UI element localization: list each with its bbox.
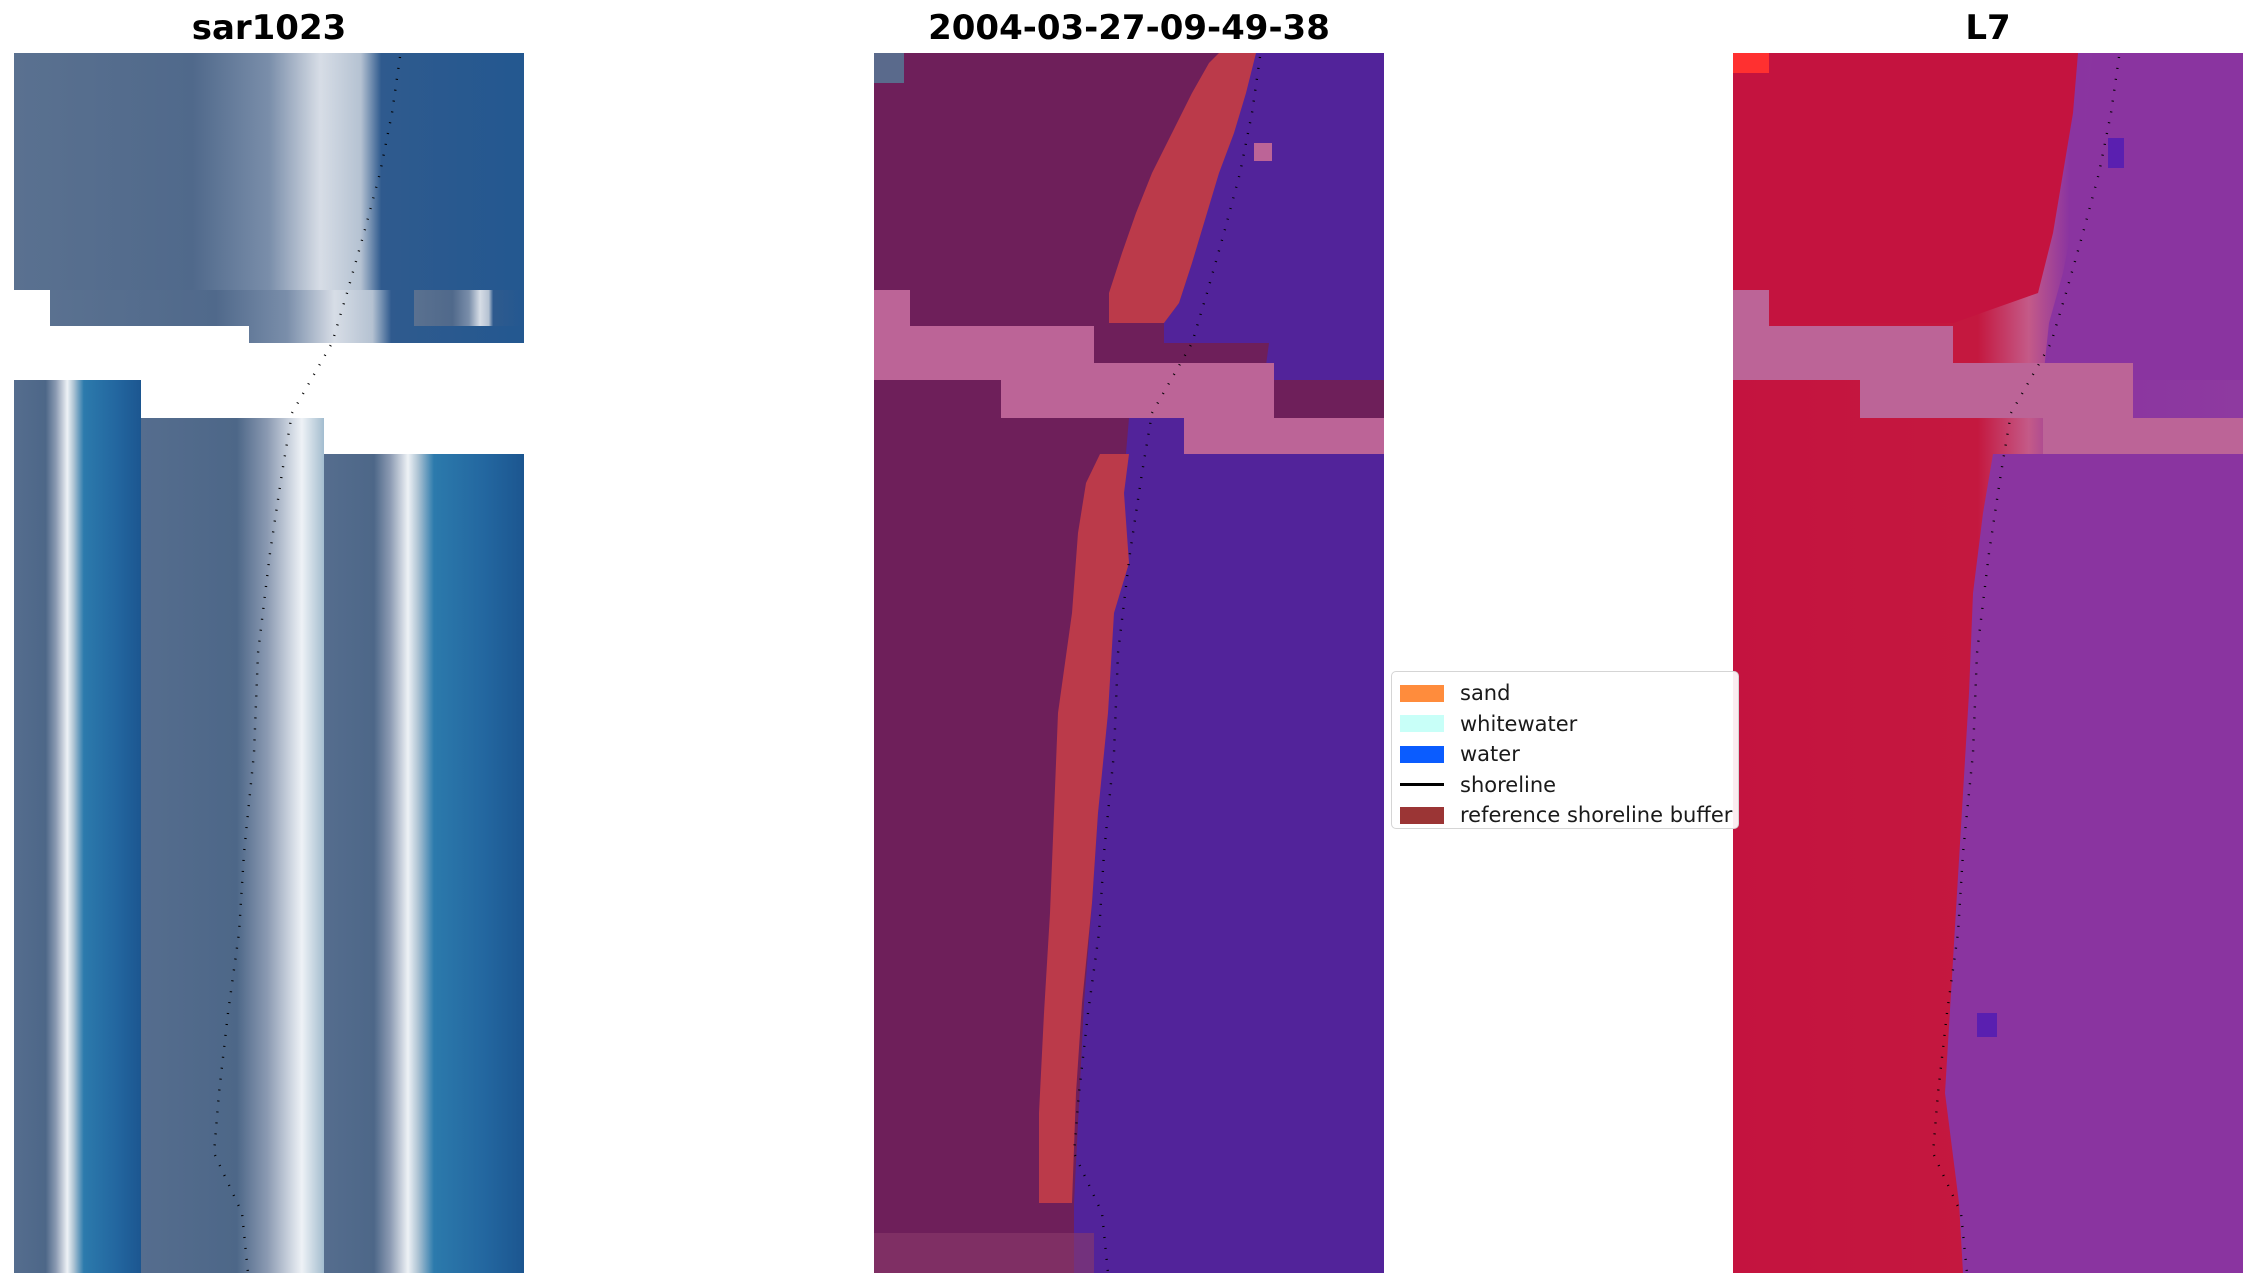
index-panel — [1733, 53, 2243, 1273]
legend-item-shoreline: shoreline — [1400, 770, 1730, 801]
legend-swatch-buffer — [1400, 806, 1444, 824]
legend-label-water: water — [1460, 742, 1520, 767]
classification-panel — [874, 53, 1384, 1273]
legend-item-buffer: reference shoreline buffer — [1400, 800, 1733, 831]
legend-item-water: water — [1400, 739, 1730, 770]
legend-item-whitewater: whitewater — [1400, 709, 1730, 740]
classification-image — [874, 53, 1384, 1273]
legend-label-buffer: reference shoreline buffer — [1460, 803, 1733, 828]
index-image — [1733, 53, 2243, 1273]
legend-line-shoreline — [1400, 783, 1444, 787]
rgb-image-panel — [14, 53, 524, 1273]
legend: sand whitewater water shoreline referenc… — [1391, 671, 1739, 829]
legend-swatch-sand — [1400, 684, 1444, 702]
rgb-image — [14, 53, 524, 1273]
panel-title-right: L7 — [1965, 8, 2011, 48]
panel-title-center: 2004-03-27-09-49-38 — [928, 8, 1330, 48]
legend-swatch-water — [1400, 745, 1444, 763]
legend-item-sand: sand — [1400, 678, 1730, 709]
legend-label-shoreline: shoreline — [1460, 772, 1557, 797]
legend-swatch-whitewater — [1400, 715, 1444, 733]
legend-label-whitewater: whitewater — [1460, 711, 1578, 736]
legend-label-sand: sand — [1460, 681, 1511, 706]
panel-title-left: sar1023 — [191, 8, 347, 48]
